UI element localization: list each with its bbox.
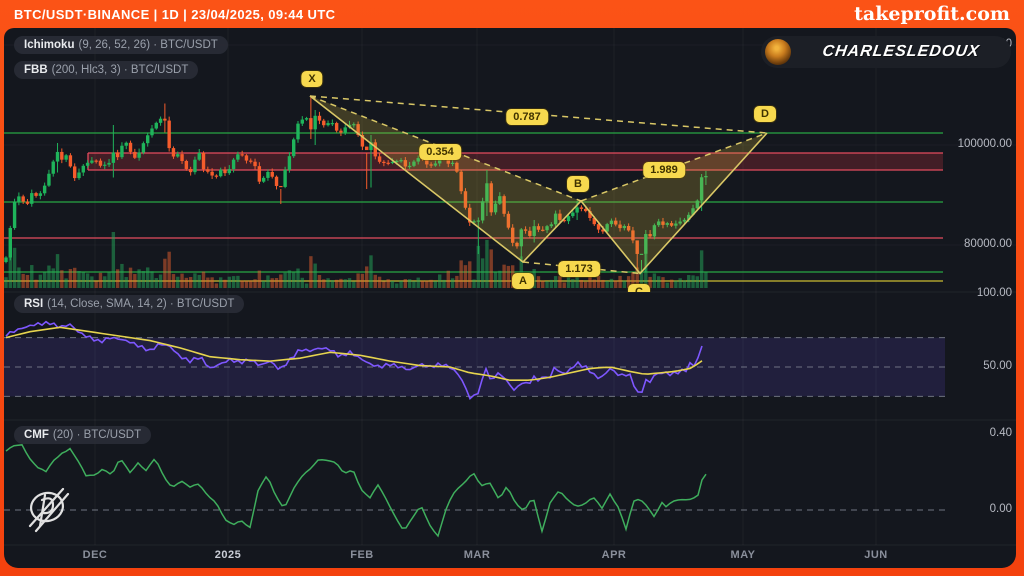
legend-ichimoku-name: Ichimoku [24,39,75,51]
legend-rsi-name: RSI [24,298,44,310]
rsi-scale-label: 100.00 [976,286,1012,299]
pattern-label-C[interactable]: C [628,284,650,292]
x-axis-label-DEC: DEC [82,549,108,561]
title-bar: BTC/USDT·BINANCE | 1D | 23/04/2025, 09:4… [0,0,1024,28]
pattern-label-0.354[interactable]: 0.354 [419,144,461,160]
price-scale-label: 100000.00 [957,138,1012,150]
legend-cmf-detail: (20) · BTC/USDT [52,429,142,441]
pattern-label-A[interactable]: A [512,273,534,289]
legend-ichimoku[interactable]: Ichimoku (9, 26, 52, 26) · BTC/USDT [14,36,228,54]
pattern-label-B[interactable]: B [567,176,589,192]
legend-cmf[interactable]: CMF (20) · BTC/USDT [14,426,152,444]
legend-ichimoku-detail: (9, 26, 52, 26) · BTC/USDT [78,39,218,51]
x-axis-label-2025: 2025 [214,549,242,561]
legend-fbb[interactable]: FBB (200, Hlc3, 3) · BTC/USDT [14,61,199,79]
x-axis-label-MAY: MAY [730,549,756,561]
brand-logo: takeprofit.com [854,3,1010,25]
pattern-label-X[interactable]: X [301,71,323,87]
legend-cmf-name: CMF [24,429,49,441]
cmf-scale-label: 0.00 [989,503,1012,515]
legend-rsi[interactable]: RSI (14, Close, SMA, 14, 2) · BTC/USDT [14,295,245,313]
chart-panel[interactable]: 120000.00100000.0080000.00X0.7870.354B1.… [4,28,1016,568]
x-axis-label-MAR: MAR [463,549,491,561]
x-axis-label-FEB: FEB [350,549,374,561]
x-axis-label-APR: APR [601,549,627,561]
watermark-badge: CHARLESLEDOUX [761,36,1011,68]
legend-fbb-detail: (200, Hlc3, 3) · BTC/USDT [51,64,189,76]
pattern-label-D[interactable]: D [754,106,776,122]
pattern-label-1.173[interactable]: 1.173 [558,261,600,277]
legend-rsi-detail: (14, Close, SMA, 14, 2) · BTC/USDT [47,298,235,310]
pattern-label-1.989[interactable]: 1.989 [643,162,685,178]
rsi-scale-label: 50.00 [983,360,1012,372]
cmf-scale-label: 0.40 [989,427,1012,439]
chart-title: BTC/USDT·BINANCE | 1D | 23/04/2025, 09:4… [14,6,336,22]
legend-fbb-name: FBB [24,64,48,76]
watermark-name: CHARLESLEDOUX [821,43,981,60]
artist-logo-icon [28,487,70,533]
pattern-label-0.787[interactable]: 0.787 [506,109,548,125]
chart-canvas[interactable] [4,28,1016,568]
avatar [765,39,791,65]
x-axis-label-JUN: JUN [864,549,888,561]
price-scale-label: 80000.00 [964,238,1012,250]
